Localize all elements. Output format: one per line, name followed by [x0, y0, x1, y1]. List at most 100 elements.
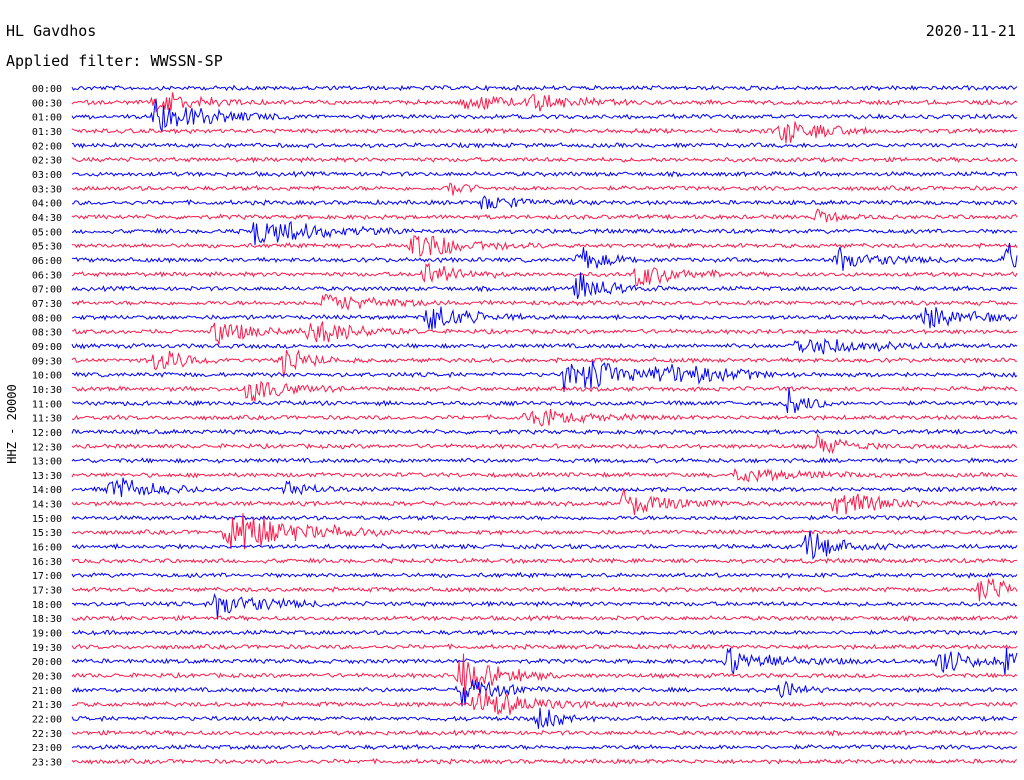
- trace-row: [71, 729, 1018, 737]
- trace-row: [71, 571, 1018, 579]
- trace-row: [71, 629, 1018, 636]
- row-label: 09:30: [32, 356, 62, 367]
- trace-row: [71, 293, 1018, 311]
- trace-row: [72, 242, 1018, 271]
- row-label: 10:30: [32, 385, 62, 396]
- row-label: 11:30: [32, 414, 62, 425]
- row-label: 11:00: [32, 399, 62, 410]
- trace-row: [71, 432, 1018, 455]
- row-label: 18:30: [32, 614, 62, 625]
- trace-row: [71, 349, 1017, 378]
- row-label: 03:00: [32, 170, 62, 181]
- filter-label: Applied filter: WWSSN-SP: [6, 52, 223, 70]
- row-label: 01:00: [32, 113, 62, 124]
- row-label: 05:00: [32, 227, 62, 238]
- row-label: 08:00: [32, 313, 62, 324]
- row-label: 02:30: [32, 156, 62, 167]
- row-label: 13:00: [32, 457, 62, 468]
- row-label: 06:30: [32, 270, 62, 281]
- trace-row: [71, 647, 1018, 676]
- trace-row: [71, 84, 1018, 92]
- trace-row: [71, 488, 1018, 516]
- row-label: 04:00: [32, 199, 62, 210]
- trace-row: [71, 513, 1018, 550]
- trace-row: [71, 156, 1018, 164]
- row-label: 19:00: [32, 629, 62, 640]
- trace-row: [71, 679, 1018, 707]
- row-label: 18:00: [32, 600, 62, 611]
- trace-row: [71, 121, 1018, 144]
- trace-row: [71, 592, 1018, 620]
- row-label: 16:30: [32, 557, 62, 568]
- trace-row: [71, 262, 1018, 286]
- row-label: 06:00: [32, 256, 62, 267]
- trace-row: [71, 220, 1017, 246]
- trace-row: [71, 92, 1018, 113]
- row-label: 02:00: [32, 141, 62, 152]
- trace-row: [71, 643, 1018, 651]
- station-title: HL Gavdhos: [6, 22, 96, 40]
- row-label: 07:00: [32, 285, 62, 296]
- trace-row: [71, 141, 1018, 149]
- trace-rows: [71, 84, 1018, 765]
- trace-row: [71, 428, 1018, 436]
- row-label: 09:00: [32, 342, 62, 353]
- trace-row: [71, 170, 1018, 178]
- trace-row: [71, 409, 1018, 427]
- row-label: 20:30: [32, 672, 62, 683]
- trace-row: [71, 361, 1018, 393]
- trace-row: [71, 456, 1018, 464]
- row-label: 05:30: [32, 242, 62, 253]
- trace-row: [71, 208, 1018, 223]
- trace-row: [71, 306, 1018, 330]
- row-label: 14:30: [32, 500, 62, 511]
- trace-row: [71, 337, 1018, 355]
- trace-row: [71, 530, 1018, 560]
- trace-row: [71, 690, 1018, 715]
- row-label: 17:00: [32, 571, 62, 582]
- trace-row: [71, 578, 1018, 602]
- row-label: 22:00: [32, 715, 62, 726]
- trace-row: [71, 182, 1018, 196]
- trace-row: [71, 235, 1018, 257]
- row-label: 01:30: [32, 127, 62, 138]
- channel-label: HHZ - 20000: [5, 384, 19, 463]
- trace-row: [72, 195, 1018, 210]
- row-label: 20:00: [32, 657, 62, 668]
- trace-row: [71, 614, 1018, 622]
- row-label: 23:00: [32, 743, 62, 754]
- row-label: 16:00: [32, 543, 62, 554]
- row-label: 04:30: [32, 213, 62, 224]
- row-label: 12:30: [32, 442, 62, 453]
- row-label: 15:00: [32, 514, 62, 525]
- trace-row: [71, 757, 1018, 765]
- trace-row: [71, 653, 1018, 698]
- row-label: 22:30: [32, 729, 62, 740]
- row-label: 12:00: [32, 428, 62, 439]
- row-label: 13:30: [32, 471, 62, 482]
- row-label: 10:00: [32, 371, 62, 382]
- row-label: 07:30: [32, 299, 62, 310]
- row-label: 03:30: [32, 184, 62, 195]
- trace-row: [71, 321, 1018, 345]
- trace-row: [71, 557, 1018, 565]
- row-label: 19:30: [32, 643, 62, 654]
- date-label: 2020-11-21: [926, 22, 1016, 40]
- trace-row: [71, 477, 1018, 498]
- row-label: 14:00: [32, 485, 62, 496]
- row-labels: 00:00 00:30 01:00 01:30 02:00 02:30 03:00 03:30…: [32, 84, 62, 769]
- trace-row: [71, 467, 1018, 483]
- trace-row: [71, 707, 1018, 729]
- row-label: 21:00: [32, 686, 62, 697]
- trace-row: [71, 98, 1018, 132]
- trace-row: [71, 380, 1018, 402]
- row-label: 08:30: [32, 328, 62, 339]
- trace-row: [71, 743, 1018, 751]
- row-label: 23:30: [32, 758, 62, 769]
- row-label: 00:30: [32, 98, 62, 109]
- trace-row: [71, 387, 1018, 414]
- row-label: 15:30: [32, 528, 62, 539]
- row-label: 00:00: [32, 84, 62, 95]
- trace-row: [71, 514, 1018, 521]
